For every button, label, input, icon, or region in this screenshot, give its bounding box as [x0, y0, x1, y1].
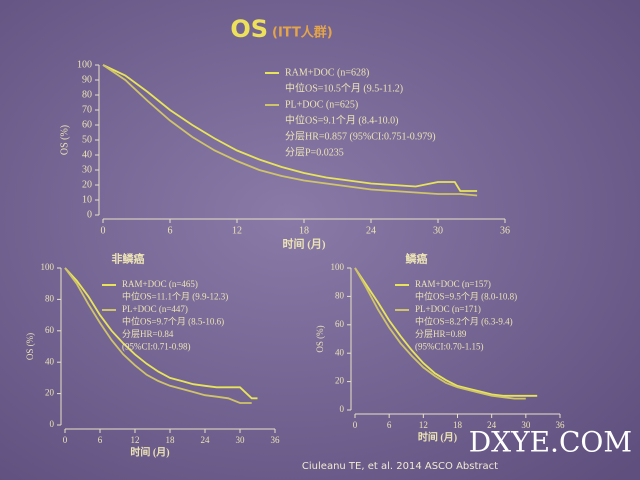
- survival-curve: [102, 64, 478, 192]
- x-tick-label: 24: [487, 420, 497, 430]
- legend-label: RAM+DOC (n=157): [415, 279, 491, 289]
- x-tick-label: 18: [453, 420, 463, 430]
- y-tick-label: 0: [50, 419, 55, 429]
- x-tick-label: 36: [556, 420, 566, 430]
- median-label: 中位OS=9.1个月 (8.4-10.0): [285, 113, 398, 126]
- survival-curve: [64, 267, 252, 404]
- survival-curve: [354, 267, 538, 397]
- y-tick-label: 80: [45, 293, 55, 303]
- x-axis-label: 时间 (月): [130, 445, 169, 458]
- annotation: 分层HR=0.84: [122, 329, 174, 339]
- annotation: 分层P=0.0235: [285, 146, 344, 158]
- y-tick-label: 20: [82, 179, 92, 190]
- y-tick-label: 60: [335, 319, 345, 329]
- y-tick-label: 40: [335, 347, 345, 357]
- x-tick-label: 30: [236, 435, 246, 445]
- y-axis-label: OS (%): [315, 325, 325, 352]
- legend-label: PL+DOC (n=171): [415, 304, 481, 314]
- x-tick-label: 6: [387, 420, 392, 430]
- y-tick-label: 20: [45, 388, 55, 398]
- x-tick-label: 18: [299, 225, 309, 236]
- y-tick-label: 0: [340, 404, 345, 414]
- y-tick-label: 70: [82, 104, 92, 115]
- citation: Ciuleanu TE, et al. 2014 ASCO Abstract: [302, 461, 498, 472]
- annotation: (95%CI:0.70-1.15): [415, 342, 484, 352]
- y-tick-label: 40: [82, 149, 92, 160]
- annotation: 分层HR=0.857 (95%CI:0.751-0.979): [285, 130, 436, 142]
- y-tick-label: 90: [82, 74, 92, 85]
- median-label: 中位OS=8.2个月 (6.3-9.4): [415, 316, 513, 327]
- y-tick-label: 100: [41, 262, 55, 272]
- y-tick-label: 20: [335, 376, 345, 386]
- median-label: 中位OS=9.7个月 (8.5-10.6): [122, 316, 224, 327]
- y-tick-label: 100: [77, 59, 92, 70]
- y-tick-label: 0: [87, 209, 92, 220]
- slide-title: OS: [230, 15, 268, 43]
- x-tick-label: 0: [353, 420, 358, 430]
- median-label: 中位OS=10.5个月 (9.5-11.2): [285, 81, 403, 94]
- legend-label: PL+DOC (n=447): [122, 304, 188, 314]
- x-tick-label: 18: [166, 435, 176, 445]
- y-tick-label: 40: [45, 356, 55, 366]
- x-tick-label: 36: [500, 225, 510, 236]
- legend-label: RAM+DOC (n=628): [285, 67, 369, 78]
- median-label: 中位OS=9.5个月 (8.0-10.8): [415, 291, 517, 302]
- median-label: 中位OS=11.1个月 (9.9-12.3): [122, 291, 228, 302]
- slide-subtitle: (ITT人群): [272, 25, 333, 41]
- y-tick-label: 80: [335, 290, 345, 300]
- y-axis-label: OS (%): [25, 333, 35, 360]
- x-tick-label: 12: [419, 420, 428, 430]
- chart-title: 非鳞癌: [112, 252, 145, 266]
- x-tick-label: 24: [201, 435, 211, 445]
- y-tick-label: 80: [82, 89, 92, 100]
- annotation: 分层HR=0.89: [415, 329, 467, 339]
- y-axis-label: OS (%): [59, 125, 70, 155]
- x-tick-label: 30: [521, 420, 531, 430]
- x-tick-label: 0: [63, 435, 68, 445]
- y-tick-label: 100: [331, 262, 345, 272]
- y-tick-label: 60: [82, 119, 92, 130]
- x-tick-label: 12: [232, 225, 242, 236]
- y-tick-label: 50: [82, 134, 92, 145]
- x-tick-label: 6: [168, 225, 173, 236]
- legend-label: PL+DOC (n=625): [285, 99, 358, 110]
- survival-curve: [102, 64, 478, 197]
- x-axis-label: 时间 (月): [282, 237, 325, 251]
- x-tick-label: 0: [101, 225, 106, 236]
- chart-title: 鳞癌: [406, 252, 428, 266]
- x-tick-label: 24: [366, 225, 376, 236]
- y-tick-label: 60: [45, 325, 55, 335]
- x-tick-label: 30: [433, 225, 443, 236]
- x-tick-label: 6: [98, 435, 103, 445]
- y-tick-label: 30: [82, 164, 92, 175]
- watermark: DXYE.COM: [469, 426, 632, 459]
- x-tick-label: 12: [131, 435, 140, 445]
- legend-label: RAM+DOC (n=465): [122, 279, 198, 289]
- x-tick-label: 36: [271, 435, 281, 445]
- y-tick-label: 10: [82, 194, 92, 205]
- annotation: (95%CI:0.71-0.98): [122, 342, 191, 352]
- survival-curve: [354, 267, 526, 400]
- survival-curve: [64, 267, 258, 400]
- x-axis-label: 时间 (月): [418, 430, 457, 443]
